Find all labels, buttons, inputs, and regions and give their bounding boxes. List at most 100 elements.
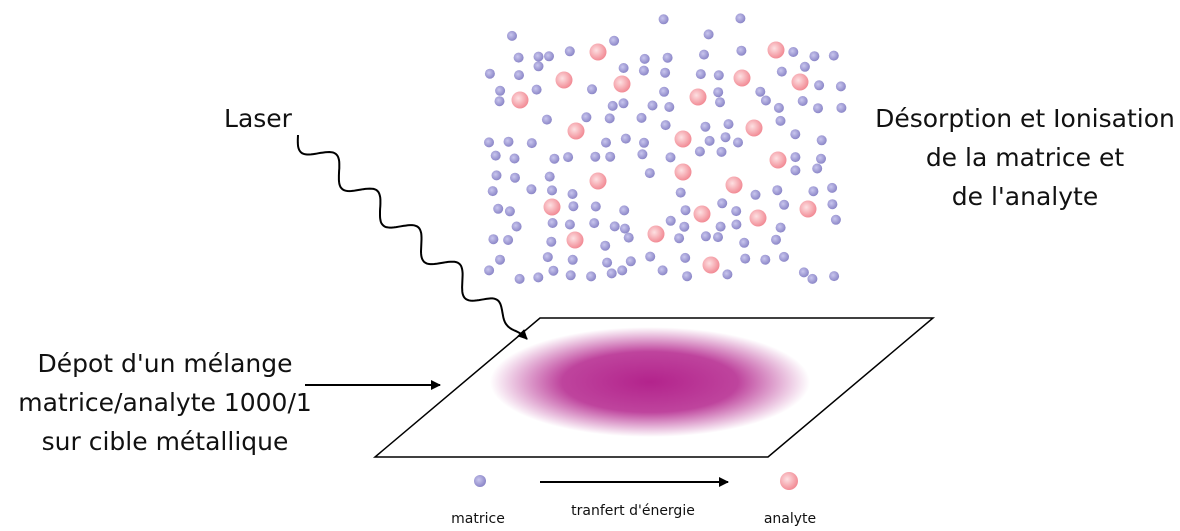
matrix-particle xyxy=(776,66,787,77)
matrix-particle xyxy=(699,49,709,60)
desorption-label: Désorption et Ionisation xyxy=(875,104,1175,133)
legend-matrice: matrice xyxy=(451,511,505,527)
matrix-particle xyxy=(665,215,676,226)
matrix-particle xyxy=(639,53,650,64)
analyte-particle xyxy=(791,73,809,91)
analyte-particle xyxy=(555,71,573,89)
matrix-particle xyxy=(700,231,711,242)
matrix-particle xyxy=(510,172,520,183)
matrix-particle xyxy=(773,102,784,113)
matrix-particle xyxy=(493,203,504,214)
matrix-particle xyxy=(700,121,711,132)
matrix-particle xyxy=(723,119,734,130)
matrix-particle xyxy=(674,233,685,244)
matrix-particle xyxy=(484,68,495,79)
matrix-particle xyxy=(619,223,630,234)
matrix-particle xyxy=(625,256,636,267)
laser-beam xyxy=(296,134,525,337)
matrix-particle xyxy=(484,265,495,276)
matrix-particle xyxy=(590,201,601,212)
matrix-particle xyxy=(618,98,629,109)
matrix-particle xyxy=(695,69,706,80)
analyte-particle xyxy=(749,209,767,227)
matrix-particle xyxy=(495,85,506,96)
matrix-particle xyxy=(514,70,524,81)
matrix-particle xyxy=(659,86,670,97)
deposit-label: sur cible métallique xyxy=(42,427,289,456)
matrix-particle xyxy=(771,234,781,245)
matrix-particle xyxy=(549,153,560,164)
matrix-particle xyxy=(609,35,620,46)
matrix-particle xyxy=(740,253,751,264)
matrix-particle xyxy=(547,218,558,228)
matrix-particle xyxy=(504,206,515,217)
analyte-particle xyxy=(702,256,720,274)
matrix-particle xyxy=(809,51,820,62)
matrix-particle xyxy=(775,115,786,126)
matrix-particle xyxy=(619,205,630,216)
matrix-particle xyxy=(589,218,600,229)
matrix-particle xyxy=(490,150,501,161)
matrix-particle xyxy=(736,45,747,56)
matrix-particle xyxy=(647,100,658,111)
analyte-particle xyxy=(567,122,585,140)
laser-label: Laser xyxy=(224,104,293,133)
analyte-particle xyxy=(543,198,561,216)
matrix-particle xyxy=(735,13,746,24)
matrix-particle xyxy=(494,96,505,107)
matrix-particle xyxy=(731,219,742,230)
matrix-particle xyxy=(542,252,553,263)
matrix-particle xyxy=(564,219,575,230)
matrix-particle xyxy=(772,185,783,196)
matrix-particle xyxy=(586,271,597,282)
matrix-particle xyxy=(812,163,823,174)
desorption-label: de la matrice et xyxy=(926,143,1125,172)
matrix-particle xyxy=(665,152,676,163)
matrix-particle xyxy=(488,234,499,245)
matrix-particle xyxy=(788,47,799,57)
matrix-particle xyxy=(797,96,808,106)
matrix-particle xyxy=(526,138,537,149)
matrix-particle xyxy=(790,165,801,176)
matrix-particle xyxy=(564,46,575,57)
legend-analyte: analyte xyxy=(764,511,816,527)
matrix-particle xyxy=(514,273,525,284)
matrix-particle xyxy=(760,254,771,265)
matrix-particle xyxy=(544,51,554,62)
matrix-particle xyxy=(720,132,731,143)
matrix-particle xyxy=(600,240,611,251)
matrix-particle xyxy=(568,201,579,212)
sample-spot xyxy=(490,327,810,437)
matrix-particle xyxy=(638,65,649,76)
matrix-particle xyxy=(813,103,823,114)
analyte-particle xyxy=(589,172,607,190)
matrice-icon xyxy=(474,475,486,487)
matrix-particle xyxy=(547,185,557,196)
matrix-particle xyxy=(827,182,838,193)
matrix-particle xyxy=(835,81,846,92)
matrix-particle xyxy=(565,270,576,281)
matrix-particle xyxy=(645,251,656,262)
matrix-particle xyxy=(828,50,839,61)
matrix-particle xyxy=(715,97,725,108)
analyte-particle xyxy=(566,231,584,249)
matrix-particle xyxy=(717,198,728,209)
matrix-particle xyxy=(703,29,714,40)
matrix-particle xyxy=(733,137,743,148)
matrix-particle xyxy=(563,152,574,163)
matrix-particle xyxy=(546,236,557,247)
matrix-particle xyxy=(827,199,838,210)
matrix-particle xyxy=(816,135,827,146)
analyte-icon xyxy=(780,472,798,490)
matrix-particle xyxy=(807,273,818,284)
matrix-particle xyxy=(487,186,498,197)
matrix-particle xyxy=(713,87,724,98)
matrix-particle xyxy=(808,186,819,197)
matrix-particle xyxy=(816,153,826,164)
analyte-particle xyxy=(769,151,787,169)
matrix-particle xyxy=(716,146,727,157)
matrix-particle xyxy=(715,221,726,232)
matrix-particle xyxy=(675,187,686,198)
matrix-particle xyxy=(814,80,825,91)
matrix-particle xyxy=(713,70,724,81)
